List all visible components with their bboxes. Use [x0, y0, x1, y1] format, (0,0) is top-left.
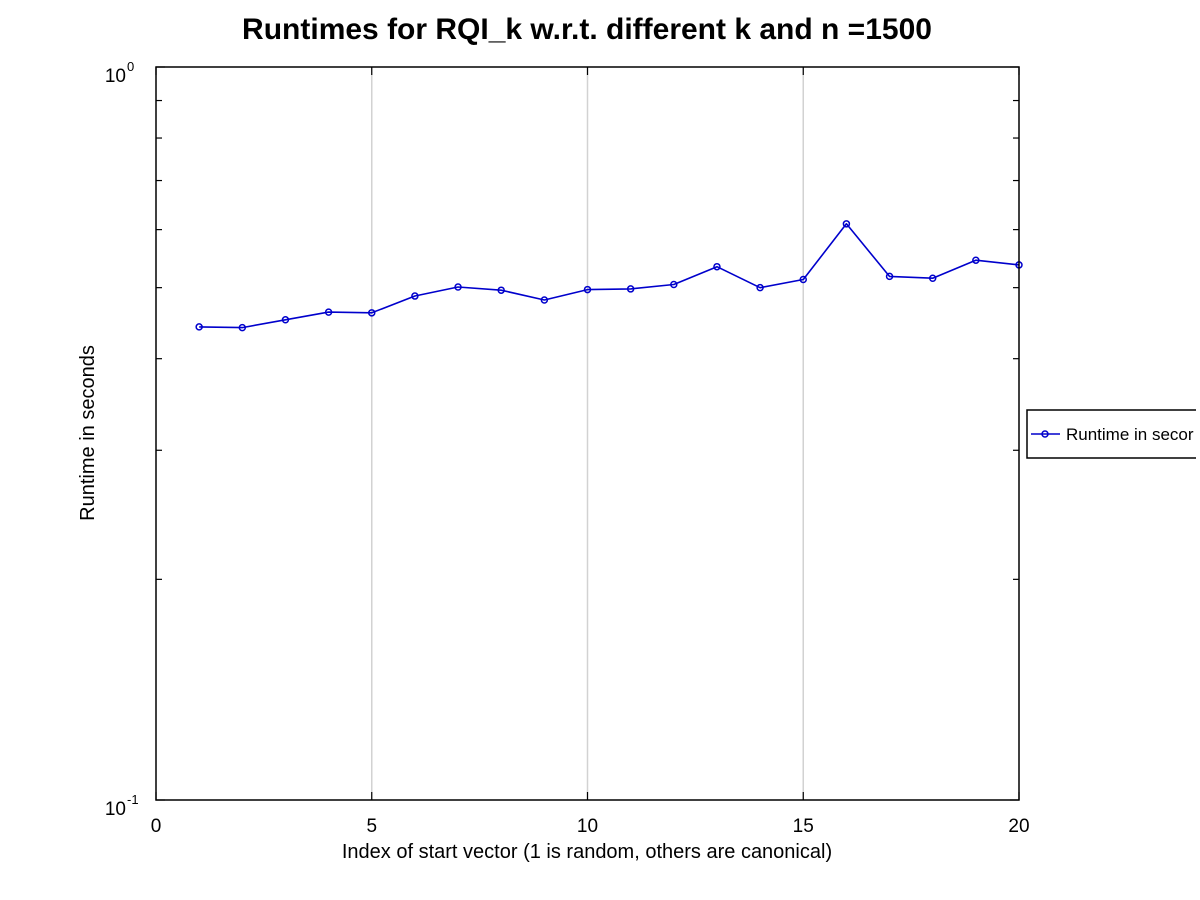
- x-tick-label: 5: [366, 816, 377, 837]
- data-point: [540, 296, 549, 304]
- legend-entry-label: Runtime in secor: [1066, 425, 1194, 444]
- x-tick-label: 0: [151, 816, 162, 837]
- y-axis-label: Runtime in seconds: [77, 345, 99, 521]
- x-axis-label: Index of start vector (1 is random, othe…: [342, 841, 832, 863]
- y-tick-label-exponent: -1: [127, 792, 139, 807]
- data-point: [368, 309, 376, 317]
- y-tick-label-base: 10: [105, 66, 126, 87]
- data-point: [195, 323, 203, 331]
- legend-marker-sample: [1041, 430, 1049, 438]
- data-point: [281, 316, 290, 324]
- plot-area-frame: [155, 66, 1020, 801]
- y-tick-label-base: 10: [105, 799, 126, 820]
- data-point: [713, 262, 721, 271]
- data-point: [411, 292, 419, 300]
- data-point: [799, 275, 807, 284]
- data-point: [928, 274, 937, 282]
- legend-clip-edge: [1196, 405, 1200, 465]
- data-point: [583, 285, 592, 294]
- data-point: [238, 323, 247, 332]
- x-tick-labels: 0 5 10 15 20: [151, 816, 1030, 837]
- data-point: [324, 308, 333, 316]
- data-point: [756, 283, 764, 292]
- chart-title: Runtimes for RQI_k w.r.t. different k an…: [242, 13, 932, 46]
- data-point: [885, 272, 894, 281]
- data-point: [626, 285, 635, 293]
- data-point: [454, 283, 462, 291]
- x-tick-label: 15: [793, 816, 814, 837]
- data-point: [842, 220, 851, 228]
- data-point: [670, 280, 678, 289]
- legend: Runtime in secor: [1026, 409, 1200, 459]
- data-point: [497, 286, 505, 294]
- data-point: [972, 256, 980, 264]
- series-line: [199, 223, 1020, 329]
- x-tick-label: 10: [577, 816, 598, 837]
- y-tick-label-exponent: 0: [127, 59, 134, 74]
- x-tick-label: 20: [1008, 816, 1029, 837]
- grid-lines: [371, 67, 804, 800]
